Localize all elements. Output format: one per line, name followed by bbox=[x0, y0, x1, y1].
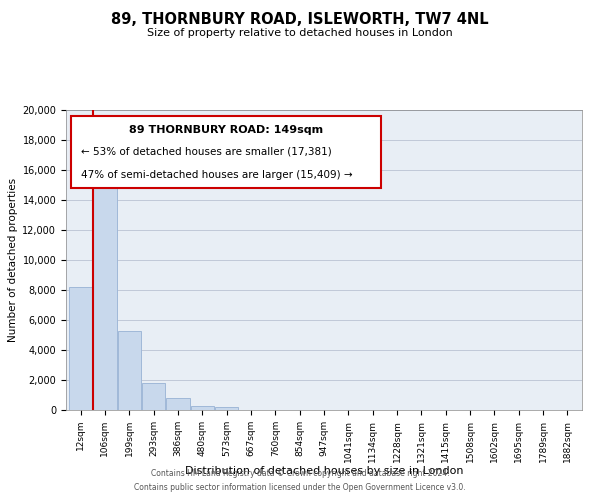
Bar bbox=[69, 287, 92, 410]
Bar bbox=[118, 330, 141, 410]
Bar bbox=[166, 398, 190, 410]
Text: ← 53% of detached houses are smaller (17,381): ← 53% of detached houses are smaller (17… bbox=[82, 146, 332, 156]
Bar bbox=[191, 406, 214, 410]
Y-axis label: Number of detached properties: Number of detached properties bbox=[8, 178, 18, 342]
Text: 89, THORNBURY ROAD, ISLEWORTH, TW7 4NL: 89, THORNBURY ROAD, ISLEWORTH, TW7 4NL bbox=[111, 12, 489, 28]
Text: 89 THORNBURY ROAD: 149sqm: 89 THORNBURY ROAD: 149sqm bbox=[129, 125, 323, 135]
Text: Contains HM Land Registry data © Crown copyright and database right 2024.: Contains HM Land Registry data © Crown c… bbox=[151, 468, 449, 477]
FancyBboxPatch shape bbox=[71, 116, 381, 188]
Text: Size of property relative to detached houses in London: Size of property relative to detached ho… bbox=[147, 28, 453, 38]
Bar bbox=[94, 161, 116, 410]
X-axis label: Distribution of detached houses by size in London: Distribution of detached houses by size … bbox=[185, 466, 463, 476]
Text: 47% of semi-detached houses are larger (15,409) →: 47% of semi-detached houses are larger (… bbox=[82, 170, 353, 180]
Bar bbox=[142, 383, 165, 410]
Text: Contains public sector information licensed under the Open Government Licence v3: Contains public sector information licen… bbox=[134, 484, 466, 492]
Bar bbox=[215, 408, 238, 410]
